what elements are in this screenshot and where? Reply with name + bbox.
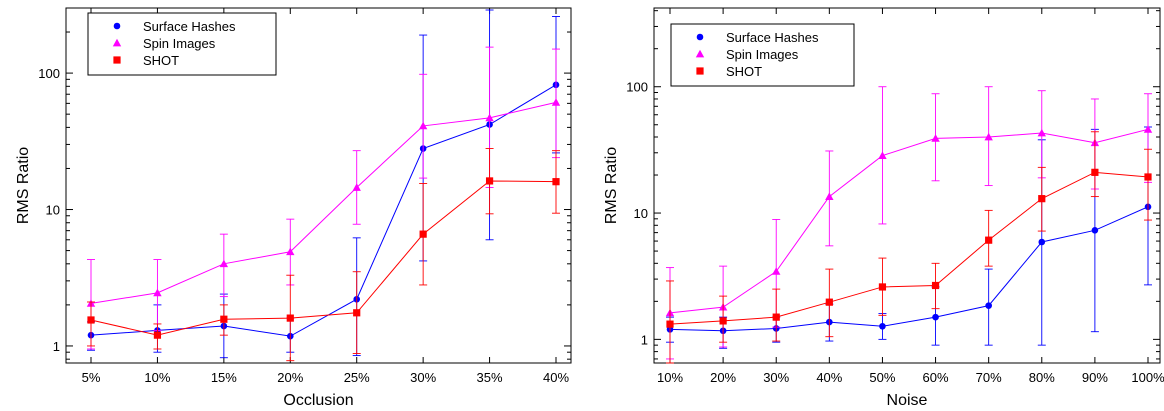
point-shot — [552, 178, 560, 186]
legend-marker-shot — [113, 56, 121, 64]
point-shot — [153, 331, 162, 339]
x-tick-label: 10% — [657, 370, 683, 385]
y-tick-label: 1 — [53, 339, 60, 354]
point-shot — [719, 317, 727, 325]
point-spin-images — [485, 113, 494, 122]
point-spin-images — [418, 121, 428, 130]
point-shot — [1144, 173, 1152, 181]
point-spin-images — [878, 151, 887, 159]
point-shot — [772, 313, 780, 321]
x-tick-label: 90% — [1082, 370, 1108, 385]
x-tick-label: 60% — [923, 370, 949, 385]
y-tick-label: 10 — [46, 203, 60, 218]
legend-label-spin-images: Spin Images — [143, 36, 216, 51]
series-line-spin-images — [669, 128, 1149, 314]
x-tick-label: 20% — [277, 370, 303, 385]
point-spin-images — [772, 267, 781, 275]
x-tick-label: 15% — [211, 370, 237, 385]
point-surface-hashes — [879, 322, 886, 330]
x-tick-label: 100% — [1131, 370, 1164, 385]
point-spin-images — [825, 192, 834, 200]
point-spin-images — [352, 183, 361, 191]
x-tick-label: 10% — [144, 370, 170, 385]
series-line-spin-images — [90, 101, 557, 304]
legend-marker-shot — [696, 67, 704, 75]
point-shot — [878, 283, 887, 291]
x-tick-label: 80% — [1029, 370, 1055, 385]
point-spin-images — [1143, 125, 1153, 133]
series-shot — [87, 148, 560, 362]
x-tick-label: 30% — [410, 370, 436, 385]
point-spin-images — [1037, 128, 1046, 137]
point-shot — [353, 309, 361, 317]
point-spin-images — [219, 259, 229, 268]
point-spin-images — [984, 132, 993, 141]
point-shot — [419, 230, 427, 238]
point-spin-images — [153, 288, 162, 297]
x-tick-label: 70% — [976, 370, 1002, 385]
legend-label-shot: SHOT — [143, 53, 179, 68]
x-tick-label: 50% — [869, 370, 895, 385]
y-tick-label: 100 — [626, 80, 648, 95]
point-spin-images — [286, 247, 295, 256]
x-axis-label: Noise — [887, 392, 928, 409]
point-shot — [666, 320, 674, 328]
x-tick-label: 30% — [763, 370, 789, 385]
noise-chart: 1 10 100 10% 20% 30% 40% 50% 60% 70% 80% 90% 100% Noi… — [603, 7, 1164, 409]
point-surface-hashes — [1038, 238, 1046, 246]
point-shot — [220, 315, 228, 323]
series-spin-images — [86, 46, 561, 350]
point-shot — [825, 298, 833, 306]
point-spin-images — [931, 134, 940, 142]
point-shot — [87, 316, 95, 324]
legend-label-spin-images: Spin Images — [726, 47, 799, 62]
y-tick-label: 1 — [641, 332, 648, 347]
series-shot — [666, 131, 1152, 364]
x-tick-label: 35% — [477, 370, 503, 385]
x-tick-label: 40% — [543, 370, 569, 385]
point-shot — [985, 236, 993, 244]
series-line-shot — [669, 171, 1149, 325]
point-surface-hashes — [985, 302, 992, 309]
y-tick-label: 10 — [634, 206, 648, 221]
point-shot — [1091, 168, 1099, 176]
series-line-shot — [90, 180, 557, 336]
x-tick-label: 20% — [710, 370, 736, 385]
legend-label-surface-hashes: Surface Hashes — [726, 30, 819, 45]
series-line-surface-hashes — [669, 206, 1149, 332]
series-spin-images — [665, 86, 1153, 360]
occlusion-chart: 1 10 100 5% 10% 15% 20% 25% 30% 35% 40% Occlusion RM… — [15, 7, 572, 409]
point-surface-hashes — [932, 313, 939, 321]
x-tick-label: 40% — [816, 370, 842, 385]
legend-label-shot: SHOT — [726, 64, 762, 79]
point-shot — [485, 177, 494, 185]
y-axis-label: RMS Ratio — [603, 147, 620, 224]
plot-frame — [653, 7, 1161, 364]
y-axis-label: RMS Ratio — [15, 147, 32, 224]
point-shot — [286, 314, 294, 322]
legend: Surface Hashes Spin Images SHOT — [87, 12, 277, 76]
point-shot — [931, 281, 940, 290]
legend-marker-spin-images — [112, 38, 122, 47]
legend-marker-surface-hashes — [113, 22, 121, 30]
series-line-surface-hashes — [90, 84, 557, 337]
x-tick-label: 25% — [344, 370, 370, 385]
legend-label-surface-hashes: Surface Hashes — [143, 19, 236, 34]
x-tick-label: 5% — [82, 370, 101, 385]
y-tick-label: 100 — [38, 66, 60, 81]
legend: Surface Hashes Spin Images SHOT — [670, 23, 855, 87]
series-surface-hashes — [666, 126, 1152, 349]
point-shot — [1038, 195, 1046, 203]
plot-frame — [65, 7, 572, 364]
legend-marker-spin-images — [695, 49, 705, 58]
point-surface-hashes — [1091, 227, 1099, 234]
legend-marker-surface-hashes — [696, 33, 704, 41]
x-axis-label: Occlusion — [283, 392, 353, 409]
point-spin-images — [551, 98, 561, 106]
